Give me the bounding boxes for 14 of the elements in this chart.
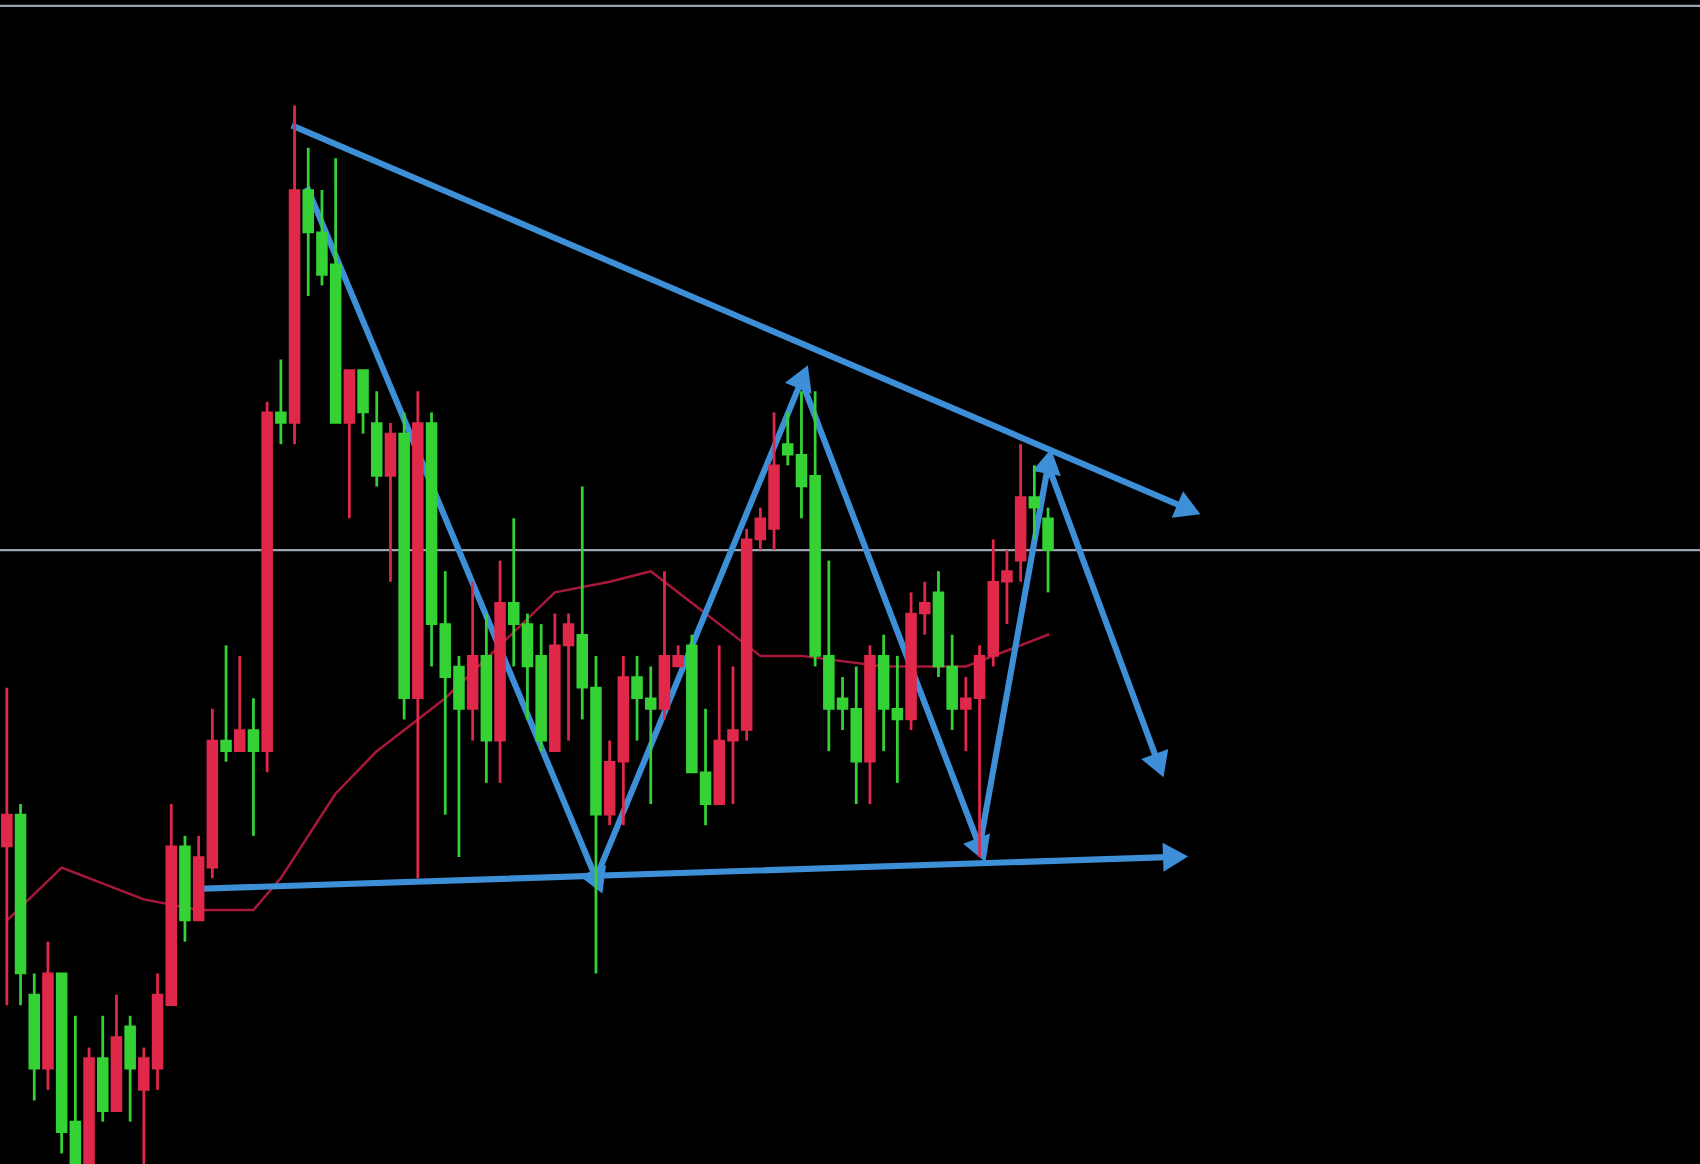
candlestick	[275, 358, 287, 446]
candlestick	[357, 368, 369, 435]
point	[786, 366, 812, 394]
point	[1033, 450, 1061, 476]
candlestick	[384, 421, 397, 584]
candlestick	[1, 686, 13, 1007]
candlestick	[124, 1014, 136, 1124]
point	[1172, 492, 1200, 518]
candlestick	[1042, 506, 1054, 594]
point	[1142, 749, 1168, 777]
candlestick	[220, 643, 232, 764]
candlestick	[233, 654, 246, 753]
candlestick	[1028, 463, 1041, 541]
candlestick	[247, 696, 260, 838]
